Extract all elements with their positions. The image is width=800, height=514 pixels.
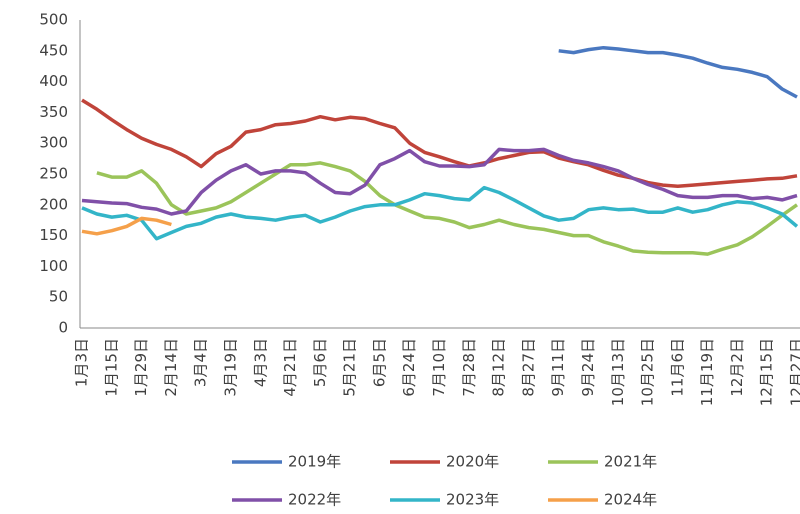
x-tick-label: 5月6日 xyxy=(311,338,329,387)
y-tick-label: 450 xyxy=(39,41,68,59)
y-tick-label: 400 xyxy=(39,72,68,90)
x-tick-label: 3月19日 xyxy=(221,338,239,397)
x-tick-label: 7月10日 xyxy=(430,338,448,397)
x-tick-label: 3月4日 xyxy=(192,338,210,387)
x-tick-label: 10月25日 xyxy=(639,338,657,406)
legend-label: 2020年 xyxy=(446,453,499,471)
x-tick-label: 2月14日 xyxy=(162,338,180,397)
x-tick-label: 6月24日 xyxy=(400,338,418,397)
series-line xyxy=(81,98,798,189)
y-tick-label: 500 xyxy=(39,11,68,29)
legend-label: 2022年 xyxy=(288,491,341,509)
x-tick-label: 1月15日 xyxy=(102,338,120,397)
x-tick-label: 1月29日 xyxy=(132,338,150,397)
y-tick-label: 200 xyxy=(39,195,68,213)
legend-label: 2021年 xyxy=(604,453,657,471)
series-line xyxy=(81,185,799,241)
series-line xyxy=(81,147,798,216)
x-tick-label: 4月21日 xyxy=(281,338,299,397)
x-tick-label: 10月13日 xyxy=(609,338,627,406)
x-tick-label: 4月3日 xyxy=(251,338,269,387)
x-tick-label: 12月15日 xyxy=(758,338,776,406)
series-line xyxy=(81,216,172,236)
x-tick-label: 1月3日 xyxy=(73,338,91,387)
x-tick-label: 12月2日 xyxy=(728,338,746,397)
x-tick-label: 9月24日 xyxy=(579,338,597,397)
y-tick-label: 350 xyxy=(39,103,68,121)
y-tick-label: 0 xyxy=(58,319,68,337)
legend-label: 2023年 xyxy=(446,491,499,509)
y-tick-label: 300 xyxy=(39,134,68,152)
x-tick-label: 8月12日 xyxy=(490,338,508,397)
x-tick-label: 5月21日 xyxy=(341,338,359,397)
x-tick-label: 8月27日 xyxy=(519,338,537,397)
x-tick-label: 12月27日 xyxy=(788,338,800,406)
y-tick-label: 50 xyxy=(49,288,68,306)
x-tick-label: 6月5日 xyxy=(370,338,388,387)
legend-label: 2019年 xyxy=(288,453,341,471)
series-line xyxy=(558,45,798,99)
x-tick-label: 11月6日 xyxy=(668,338,686,397)
legend-label: 2024年 xyxy=(604,491,657,509)
x-tick-label: 9月11日 xyxy=(549,338,567,397)
y-tick-label: 100 xyxy=(39,257,68,275)
x-tick-label: 11月19日 xyxy=(698,338,716,406)
x-tick-label: 7月28日 xyxy=(460,338,478,397)
y-tick-label: 150 xyxy=(39,226,68,244)
y-tick-label: 250 xyxy=(39,165,68,183)
series-line xyxy=(96,161,799,256)
